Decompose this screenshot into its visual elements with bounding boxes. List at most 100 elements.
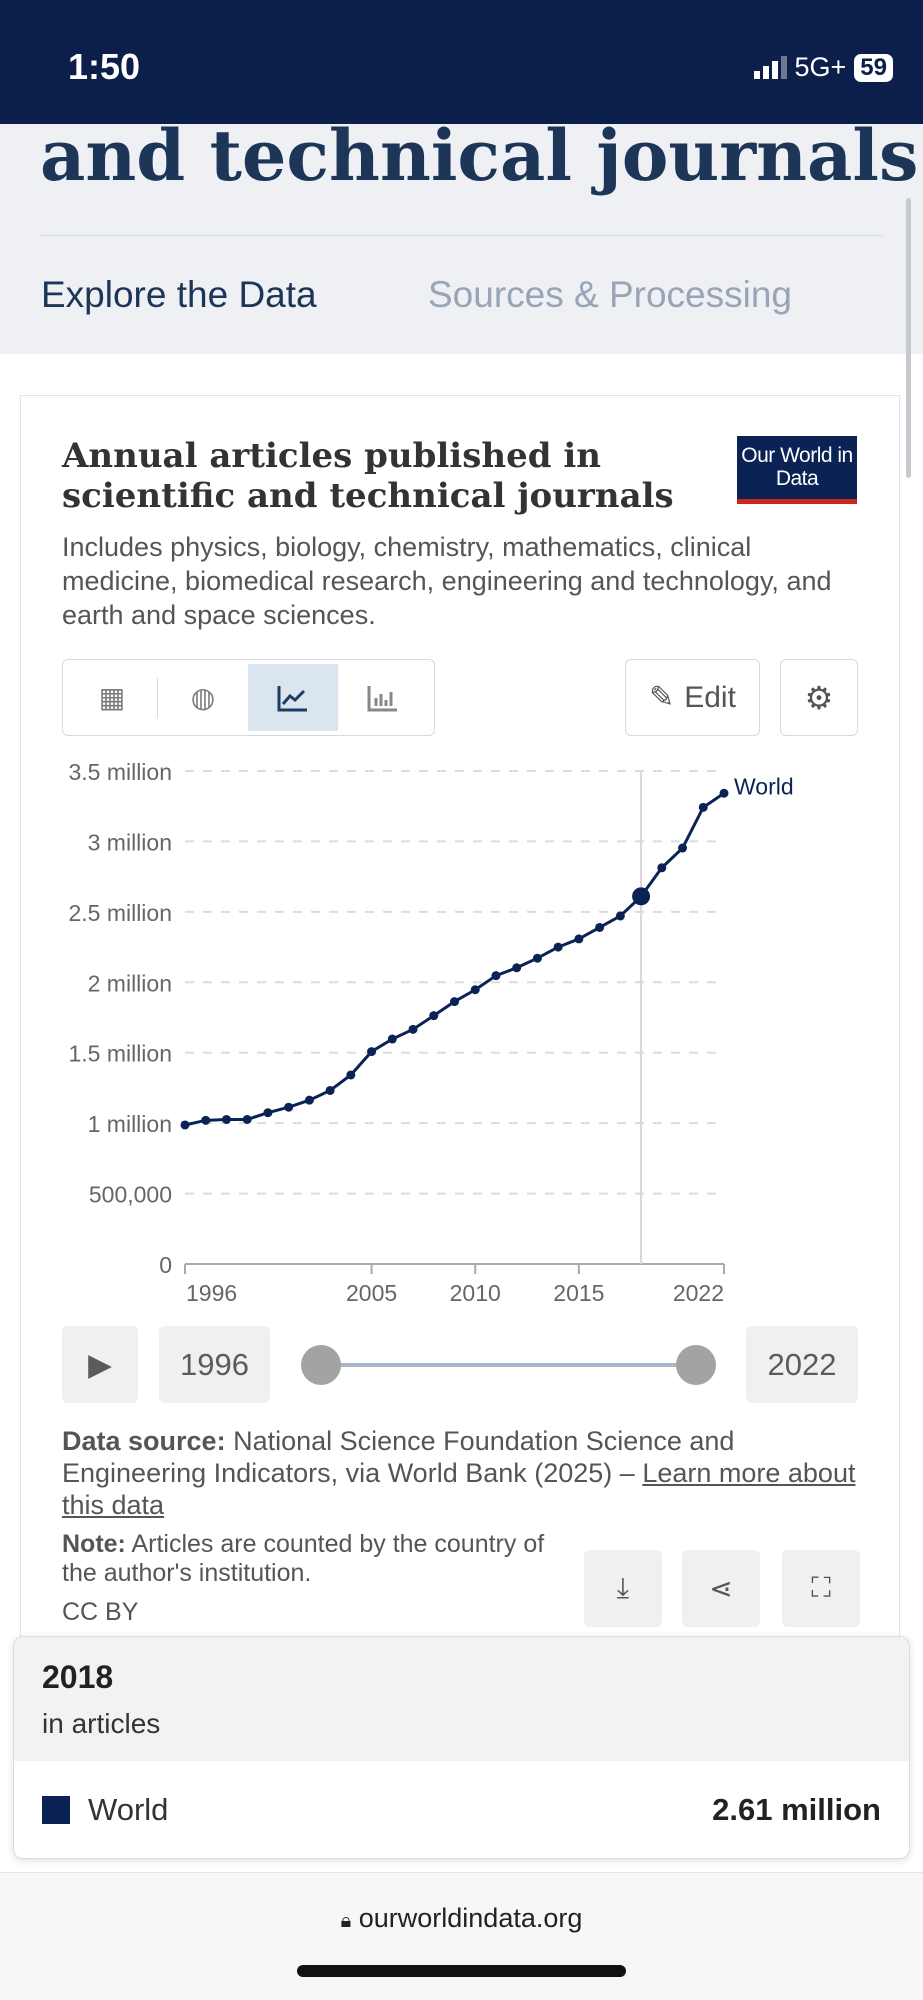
- series-label: World: [734, 773, 794, 799]
- expand-icon: ⛶: [811, 1572, 831, 1603]
- pencil-icon: ✎: [649, 681, 675, 714]
- data-point: [470, 985, 480, 995]
- chart-card: [20, 395, 900, 1695]
- learn-more-link[interactable]: Learn more about this data: [62, 1458, 856, 1520]
- y-tick-label: 3 million: [88, 829, 172, 855]
- tooltip: 2018 in articles World 2.61 million: [13, 1636, 910, 1859]
- line-chart[interactable]: 0 500,000 1 million 1.5 million 2 million 2.5…: [0, 750, 923, 1310]
- y-tick-label: 1.5 million: [68, 1041, 172, 1067]
- data-point: [532, 953, 542, 963]
- share-button[interactable]: ⋖: [682, 1550, 760, 1627]
- highlighted-point: [632, 887, 651, 906]
- series-swatch: [42, 1796, 70, 1824]
- data-point: [387, 1034, 397, 1044]
- battery-icon: 59: [854, 53, 893, 82]
- chart-note: Note: Articles are counted by the countr…: [62, 1530, 582, 1588]
- edit-button[interactable]: ✎ Edit: [625, 659, 760, 736]
- data-point: [491, 971, 501, 981]
- tab-explore-the-data[interactable]: Explore the Data: [41, 274, 317, 315]
- data-point: [574, 934, 584, 944]
- x-tick-label: 2010: [450, 1280, 501, 1306]
- x-tick-label: 2005: [346, 1280, 397, 1306]
- y-tick-label: 0: [159, 1252, 172, 1278]
- data-point: [719, 788, 729, 798]
- timeline-end-year[interactable]: 2022: [746, 1326, 858, 1403]
- gear-icon: ⚙: [804, 679, 834, 716]
- source-label: Data source:: [62, 1426, 226, 1456]
- edit-label: Edit: [684, 680, 736, 714]
- address-bar[interactable]: 🔒︎ ourworldindata.org: [0, 1903, 923, 1934]
- data-point: [284, 1102, 294, 1112]
- tooltip-unit: in articles: [42, 1708, 161, 1739]
- data-point: [263, 1108, 273, 1118]
- page-header: and technical journals Explore the Data …: [0, 124, 923, 354]
- data-point: [408, 1024, 418, 1034]
- data-point: [512, 963, 522, 973]
- data-point: [678, 843, 688, 853]
- chart-type-toolbar: ▦ ◍: [62, 659, 435, 736]
- table-view-button[interactable]: ▦: [67, 664, 157, 731]
- data-point: [242, 1114, 252, 1124]
- url-text: ourworldindata.org: [358, 1903, 583, 1933]
- play-icon: ▶: [88, 1346, 112, 1382]
- bar-chart-view-button[interactable]: [338, 664, 428, 731]
- timeline-start-year[interactable]: 1996: [159, 1326, 270, 1403]
- divider: [157, 677, 158, 718]
- y-tick-label: 2.5 million: [68, 900, 172, 926]
- clock: 1:50: [68, 46, 141, 87]
- y-tick-label: 500,000: [89, 1182, 172, 1208]
- line-chart-view-button[interactable]: [248, 664, 338, 731]
- download-icon: ⤓: [616, 1572, 630, 1603]
- data-point: [553, 942, 563, 952]
- download-button[interactable]: ⤓: [584, 1550, 662, 1627]
- data-point: [450, 997, 459, 1007]
- scrollbar[interactable]: [906, 198, 911, 478]
- x-tick-label: 2022: [673, 1280, 724, 1306]
- table-icon: ▦: [98, 682, 126, 713]
- tooltip-entity: World: [88, 1792, 169, 1827]
- share-icon: ⋖: [709, 1573, 733, 1604]
- tooltip-value: 2.61 million: [712, 1792, 881, 1827]
- data-point: [615, 911, 625, 921]
- y-tick-label: 1 million: [88, 1111, 172, 1137]
- chart-title: Annual articles published in scientific …: [62, 436, 674, 516]
- network-type: 5G+: [794, 52, 847, 82]
- note-label: Note:: [62, 1530, 126, 1558]
- timeline-start-handle[interactable]: [301, 1345, 341, 1385]
- data-point: [657, 863, 667, 873]
- source-text: National Science Foundation Science and …: [62, 1426, 735, 1488]
- timeline-end-handle[interactable]: [676, 1345, 716, 1385]
- map-view-button[interactable]: ◍: [158, 664, 248, 731]
- status-bar: 1:50 5G+ 59: [0, 0, 923, 124]
- y-tick-label: 2 million: [88, 970, 172, 996]
- data-source: Data source: National Science Foundation…: [62, 1425, 862, 1521]
- data-point: [325, 1085, 335, 1095]
- tab-sources-processing[interactable]: Sources & Processing: [428, 274, 793, 315]
- tooltip-row: World 2.61 million: [14, 1761, 909, 1858]
- browser-bar: [0, 1872, 923, 2000]
- data-point: [698, 802, 708, 812]
- series-line-world: [184, 792, 725, 1127]
- data-point: [367, 1047, 377, 1057]
- timeline-track[interactable]: [321, 1363, 696, 1367]
- page-title: and technical journals: [40, 124, 919, 197]
- data-point: [201, 1115, 211, 1125]
- data-point: [346, 1070, 356, 1080]
- note-text: Articles are counted by the country of t…: [62, 1530, 545, 1587]
- settings-button[interactable]: ⚙: [780, 659, 858, 736]
- data-point: [180, 1120, 190, 1130]
- data-point: [221, 1114, 231, 1124]
- signal-icon: [753, 56, 787, 79]
- x-tick-label: 1996: [186, 1280, 237, 1306]
- globe-icon: ◍: [190, 682, 216, 713]
- license[interactable]: CC BY: [62, 1598, 139, 1626]
- owid-logo[interactable]: Our World in Data: [737, 436, 857, 504]
- tooltip-year: 2018: [42, 1659, 114, 1695]
- line-chart-icon: [277, 685, 307, 711]
- play-button[interactable]: ▶: [62, 1326, 138, 1403]
- home-indicator[interactable]: [297, 1965, 626, 1977]
- fullscreen-button[interactable]: ⛶: [782, 1550, 860, 1627]
- data-point: [304, 1095, 314, 1105]
- x-tick-label: 2015: [553, 1280, 604, 1306]
- data-point: [595, 922, 605, 932]
